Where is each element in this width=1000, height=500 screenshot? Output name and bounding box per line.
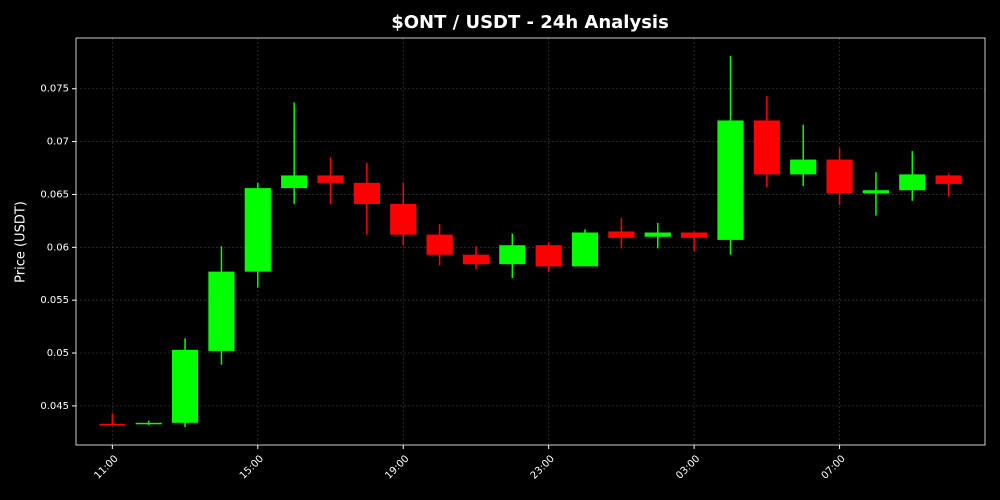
candle-body xyxy=(171,349,199,423)
candle-body xyxy=(535,245,562,267)
candle-body xyxy=(317,175,344,183)
candle-body xyxy=(681,232,708,238)
candle-body xyxy=(462,254,490,265)
y-tick-label: 0.075 xyxy=(40,84,69,95)
candle-body xyxy=(790,159,817,175)
x-tick-label: 19:00 xyxy=(383,453,411,481)
candle-body xyxy=(353,182,380,204)
y-axis-label: Price (USDT) xyxy=(14,201,29,283)
y-tick-label: 0.07 xyxy=(47,137,69,148)
candle-body xyxy=(426,234,453,255)
x-tick-label: 07:00 xyxy=(820,453,848,481)
candle-body xyxy=(935,175,962,184)
candle-body xyxy=(608,231,635,238)
candle-body xyxy=(281,175,308,189)
x-tick-label: 03:00 xyxy=(674,453,702,481)
candle-body xyxy=(208,271,235,351)
candle-body xyxy=(644,232,671,237)
x-tick-label: 15:00 xyxy=(238,453,266,481)
candle-body xyxy=(499,245,526,265)
x-tick-label: 11:00 xyxy=(92,453,120,481)
y-tick-label: 0.05 xyxy=(47,348,69,359)
candle-body xyxy=(753,120,780,175)
candle-body xyxy=(244,188,271,272)
y-tick-label: 0.055 xyxy=(40,295,69,306)
plot-frame xyxy=(75,37,986,446)
candle-body xyxy=(571,232,599,267)
candle-body xyxy=(135,422,162,425)
candle-body xyxy=(862,190,890,194)
y-tick-label: 0.065 xyxy=(40,189,69,200)
chart-title: $ONT / USDT - 24h Analysis xyxy=(391,12,669,33)
candle-body xyxy=(826,159,853,194)
candle-body xyxy=(390,203,417,235)
y-tick-label: 0.06 xyxy=(47,242,69,253)
candle-body xyxy=(99,423,126,426)
y-tick-label: 0.045 xyxy=(40,401,69,412)
candle-body xyxy=(717,120,744,240)
candle-body xyxy=(899,174,926,191)
x-tick-label: 23:00 xyxy=(529,453,557,481)
